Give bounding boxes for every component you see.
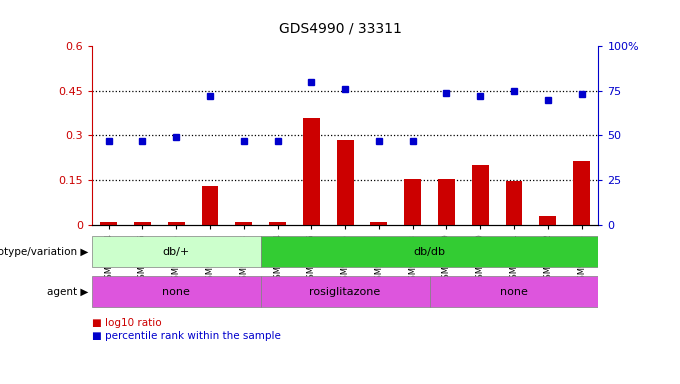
Bar xyxy=(235,222,252,225)
FancyBboxPatch shape xyxy=(430,276,598,307)
Bar xyxy=(201,186,218,225)
Bar xyxy=(168,222,185,225)
Bar xyxy=(337,140,354,225)
Bar xyxy=(100,222,117,225)
Text: GDS4990 / 33311: GDS4990 / 33311 xyxy=(279,21,401,35)
Text: agent ▶: agent ▶ xyxy=(47,287,88,297)
Text: genotype/variation ▶: genotype/variation ▶ xyxy=(0,247,88,257)
Text: ■ log10 ratio: ■ log10 ratio xyxy=(92,318,161,328)
Bar xyxy=(269,222,286,225)
Bar xyxy=(573,161,590,225)
Bar xyxy=(371,222,388,225)
Bar xyxy=(539,216,556,225)
Bar xyxy=(472,165,489,225)
Text: db/+: db/+ xyxy=(163,247,190,257)
Bar xyxy=(134,222,151,225)
Text: db/db: db/db xyxy=(413,247,445,257)
Bar xyxy=(505,182,522,225)
FancyBboxPatch shape xyxy=(260,276,430,307)
Bar xyxy=(404,179,421,225)
Text: none: none xyxy=(163,287,190,297)
Text: rosiglitazone: rosiglitazone xyxy=(309,287,381,297)
FancyBboxPatch shape xyxy=(260,236,598,267)
Text: none: none xyxy=(500,287,528,297)
FancyBboxPatch shape xyxy=(92,276,260,307)
FancyBboxPatch shape xyxy=(92,236,260,267)
Bar xyxy=(438,179,455,225)
Bar xyxy=(303,118,320,225)
Text: ■ percentile rank within the sample: ■ percentile rank within the sample xyxy=(92,331,281,341)
